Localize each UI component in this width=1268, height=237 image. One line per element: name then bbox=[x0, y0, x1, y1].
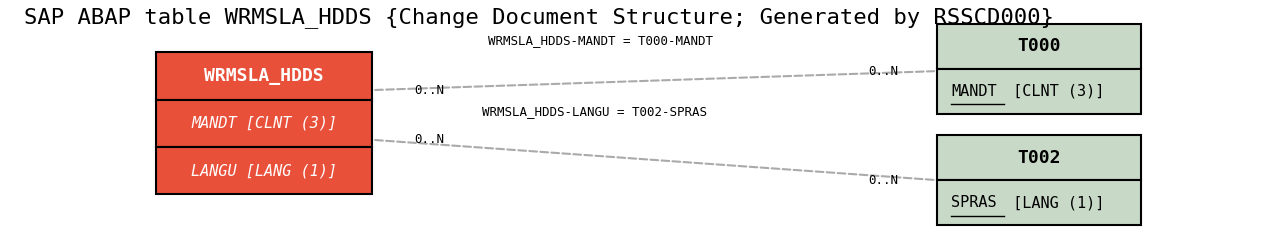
Text: LANGU [LANG (1)]: LANGU [LANG (1)] bbox=[191, 163, 337, 178]
FancyBboxPatch shape bbox=[156, 147, 373, 194]
FancyBboxPatch shape bbox=[937, 135, 1141, 180]
Text: MANDT [CLNT (3)]: MANDT [CLNT (3)] bbox=[191, 116, 337, 131]
Text: SPRAS: SPRAS bbox=[951, 195, 997, 210]
Text: 0..N: 0..N bbox=[869, 174, 899, 187]
Text: T002: T002 bbox=[1017, 149, 1061, 167]
Text: WRMSLA_HDDS: WRMSLA_HDDS bbox=[204, 67, 325, 85]
FancyBboxPatch shape bbox=[937, 180, 1141, 225]
Text: [LANG (1)]: [LANG (1)] bbox=[1004, 195, 1104, 210]
FancyBboxPatch shape bbox=[937, 69, 1141, 114]
Text: WRMSLA_HDDS-LANGU = T002-SPRAS: WRMSLA_HDDS-LANGU = T002-SPRAS bbox=[482, 105, 708, 118]
Text: T000: T000 bbox=[1017, 37, 1061, 55]
Text: SAP ABAP table WRMSLA_HDDS {Change Document Structure; Generated by RSSCD000}: SAP ABAP table WRMSLA_HDDS {Change Docum… bbox=[24, 7, 1054, 28]
FancyBboxPatch shape bbox=[156, 100, 373, 147]
FancyBboxPatch shape bbox=[156, 52, 373, 100]
Text: 0..N: 0..N bbox=[415, 84, 444, 96]
Text: MANDT: MANDT bbox=[951, 84, 997, 99]
Text: 0..N: 0..N bbox=[869, 65, 899, 77]
Text: 0..N: 0..N bbox=[415, 133, 444, 146]
Text: [CLNT (3)]: [CLNT (3)] bbox=[1004, 84, 1104, 99]
Text: WRMSLA_HDDS-MANDT = T000-MANDT: WRMSLA_HDDS-MANDT = T000-MANDT bbox=[488, 34, 713, 47]
FancyBboxPatch shape bbox=[937, 24, 1141, 69]
